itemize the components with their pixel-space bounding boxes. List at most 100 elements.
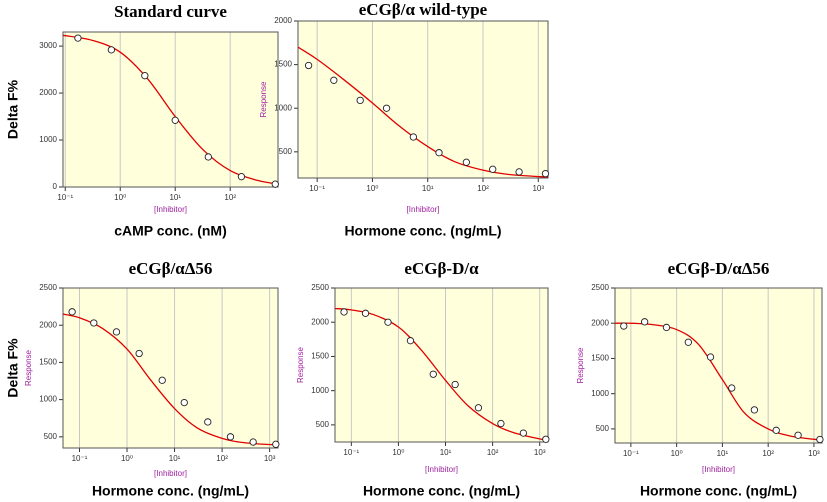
y-tick-label: 2000 [591,318,609,327]
data-point [519,429,528,437]
data-point [304,61,313,70]
y-axis-sublabel: Response [296,346,305,383]
x-tick-label: 10² [762,449,774,458]
y-tick-label: 1500 [311,352,329,361]
data-point [451,380,459,389]
fit-curve [615,322,822,441]
x-tick-label: 10¹ [440,448,452,457]
y-tick-label: 1500 [39,358,57,367]
data-point [435,149,443,157]
x-tick-label: 10⁰ [121,454,133,463]
data-point [226,433,235,441]
x-axis-label: Hormone conc. (ng/mL) [92,483,249,499]
y-tick-label: 1000 [39,135,57,144]
y-axis-sublabel: Response [259,81,268,118]
x-tick-label: 10⁰ [671,449,683,458]
data-point [361,309,370,317]
x-tick-label: 10⁻¹ [72,454,88,463]
x-tick-label: 10¹ [169,454,181,463]
data-point [171,116,179,124]
y-axis-label: Delta F% [5,79,21,139]
x-axis-label: Hormone conc. (ng/mL) [363,483,520,499]
chart-title: Standard curve [114,2,227,21]
panel: 10⁻¹ 10⁰ 10¹ 10² 10³ 500 1000 1500 2000 2500 eCGβ-… [296,259,550,499]
x-axis-label: Hormone conc. (ng/mL) [344,223,501,239]
y-tick-label: 1000 [39,395,57,404]
x-tick-label: 10¹ [169,193,181,202]
plot-area [615,288,822,443]
plot-frame [334,287,549,443]
y-axis-label: Delta F% [5,338,21,398]
plot-area [63,288,278,448]
x-axis-sublabel: [Inhibitor] [154,205,187,214]
panel: 10⁻¹ 10⁰ 10¹ 10² 10³ 500 1000 1500 2000 eCGβ/α wi… [259,0,550,239]
x-tick-label: 10³ [532,184,544,193]
data-point [640,318,649,326]
panel: 10⁻¹ 10⁰ 10¹ 10² 10³ 500 1000 1500 2000 2500 eCGβ-… [576,259,824,499]
data-point [204,418,212,426]
data-point [542,435,550,443]
data-point [706,353,715,361]
data-point [816,435,824,444]
x-tick-label: 10⁰ [392,448,404,457]
plot-frame [614,287,823,444]
y-tick-label: 2000 [311,317,329,326]
chart-title: eCGβ-D/α [404,259,479,278]
plot-frame [297,20,549,179]
data-point [272,440,280,448]
fit-curve [335,307,548,442]
x-tick-label: 10² [487,448,499,457]
x-axis-sublabel: [Inhibitor] [407,205,440,214]
data-point [541,169,550,178]
x-tick-label: 10⁻¹ [343,448,359,457]
x-tick-label: 10¹ [422,184,434,193]
x-tick-label: 10⁰ [114,193,126,202]
data-point [249,438,257,446]
data-point [497,419,505,428]
x-tick-label: 10⁰ [366,184,378,193]
data-point [180,398,188,407]
data-point [750,406,759,414]
y-tick-label: 2500 [591,283,609,292]
data-point [141,72,149,80]
data-point [135,349,143,358]
panel: 10⁻¹ 10⁰ 10¹ 10² 10³ 500 1000 1500 2000 2500 eCGβ/… [5,259,280,499]
y-tick-label: 500 [44,432,58,441]
data-point [406,337,415,345]
data-point [462,158,471,166]
data-point [74,34,82,42]
data-point [620,322,628,330]
data-point [382,104,391,112]
fit-curve [63,313,278,446]
data-point [662,323,671,332]
y-tick-label: 1500 [274,60,292,69]
y-tick-label: 500 [316,420,330,429]
y-axis-sublabel: Response [576,347,585,384]
plot-frame [62,287,279,449]
plot-area [298,21,548,178]
data-point [429,370,437,378]
data-point [409,133,418,141]
y-tick-label: 1500 [591,354,609,363]
data-point [474,404,483,412]
x-tick-label: 10⁻¹ [623,449,639,458]
y-axis-sublabel: Response [24,349,33,386]
x-axis-sublabel: [Inhibitor] [154,469,187,478]
data-point [728,384,736,392]
fit-curve [63,34,278,185]
data-point [384,318,392,326]
x-tick-label: 10³ [808,449,820,458]
y-tick-label: 1000 [591,389,609,398]
data-point [794,431,802,439]
data-point [271,180,279,188]
y-tick-label: 2000 [39,320,57,329]
x-tick-label: 10³ [534,448,546,457]
chart-title: eCGβ/α wild-type [359,0,488,19]
data-point [515,168,523,176]
y-tick-label: 2500 [311,283,329,292]
x-axis-sublabel: [Inhibitor] [702,465,735,474]
x-tick-label: 10⁻¹ [57,193,73,202]
x-tick-label: 10¹ [717,449,729,458]
x-tick-label: 10² [216,454,228,463]
